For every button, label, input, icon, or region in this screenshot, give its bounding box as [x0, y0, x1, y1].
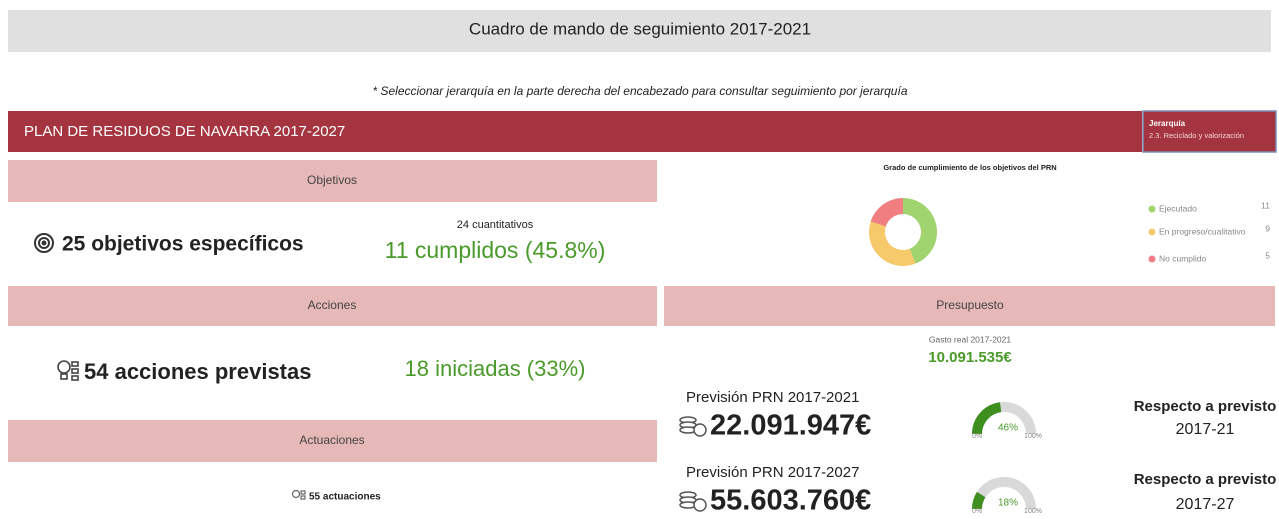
note: * Seleccionar jerarquía en la parte dere… [372, 84, 907, 98]
banner [8, 111, 1142, 152]
legend-swatch [1148, 205, 1156, 213]
objectives-count: 25 objetivos específicos [62, 233, 304, 256]
coins-icon [679, 416, 707, 437]
coins-icon [679, 491, 707, 512]
gauge-max: 100% [1024, 508, 1042, 514]
budget-rows: Previsión PRN 2017-2021 22.091.947€ 0% 100%… [679, 389, 1277, 517]
hierarchy-selector[interactable] [1142, 110, 1277, 153]
section-title: Actuaciones [299, 433, 364, 447]
target-icon [34, 233, 54, 253]
forecast-amount: 55.603.760€ [710, 485, 871, 514]
section-title: Acciones [308, 298, 357, 312]
donut-chart [868, 198, 937, 266]
actions-highlight: 18 iniciadas (33%) [405, 356, 586, 381]
gauge-max: 100% [1024, 433, 1042, 440]
hierarchy-label: Jerarquía [1149, 119, 1186, 128]
donut-segment [870, 198, 903, 227]
donut-title: Grado de cumplimiento de los objetivos d… [883, 163, 1056, 172]
section-header [664, 286, 1275, 326]
objectives-highlight: 11 cumplidos (45.8%) [385, 237, 606, 263]
legend-label: No cumplido [1159, 253, 1207, 263]
actions-icon [57, 360, 79, 381]
forecast-label: Previsión PRN 2017-2021 [686, 389, 859, 406]
spend-label: Gasto real 2017-2021 [929, 334, 1011, 344]
section-header [8, 160, 657, 202]
header-bar [8, 10, 1271, 52]
legend-value: 11 [1261, 200, 1270, 210]
spend-value: 10.091.535€ [928, 349, 1012, 366]
banner-title: PLAN DE RESIDUOS DE NAVARRA 2017-2027 [24, 123, 345, 140]
legend-value: 5 [1265, 250, 1270, 260]
gauge-min: 0% [972, 508, 982, 514]
section-header [8, 420, 657, 462]
objectives-sub: 24 cuantitativos [457, 219, 534, 231]
donut-segment [868, 221, 916, 266]
compare-label: Respecto a previsto [1134, 471, 1277, 488]
gauge-value [972, 491, 986, 510]
section-title: Objetivos [307, 173, 357, 187]
gauge-label: 46% [998, 423, 1018, 434]
gauge-value [972, 402, 1002, 435]
donut-segment [903, 198, 937, 264]
legend-value: 9 [1265, 223, 1270, 233]
forecast-label: Previsión PRN 2017-2027 [686, 464, 859, 481]
section-title: Presupuesto [936, 298, 1004, 312]
actuaciones-count: 55 actuaciones [309, 492, 381, 503]
compare-period: 2017-27 [1176, 496, 1235, 513]
legend-swatch [1148, 228, 1156, 236]
hierarchy-value: 2.3. Reciclado y valorización [1149, 131, 1244, 140]
gauge-min: 0% [972, 433, 982, 440]
legend-label: Ejecutado [1159, 203, 1197, 213]
compare-label: Respecto a previsto [1134, 398, 1277, 415]
section-header [8, 286, 657, 326]
actuaciones-icon [291, 489, 306, 500]
coin [693, 423, 707, 437]
actions-count: 54 acciones previstas [84, 359, 311, 384]
gauge-label: 18% [998, 498, 1018, 509]
coin [693, 498, 707, 512]
legend-label: En progreso/cualitativo [1159, 226, 1246, 236]
compare-period: 2017-21 [1176, 421, 1235, 438]
legend-swatch [1148, 255, 1156, 263]
header-title: Cuadro de mando de seguimiento 2017-2021 [469, 19, 811, 38]
legend: Ejecutado 11 En progreso/cualitativo 9 No cu… [1148, 200, 1270, 263]
forecast-amount: 22.091.947€ [710, 410, 871, 442]
